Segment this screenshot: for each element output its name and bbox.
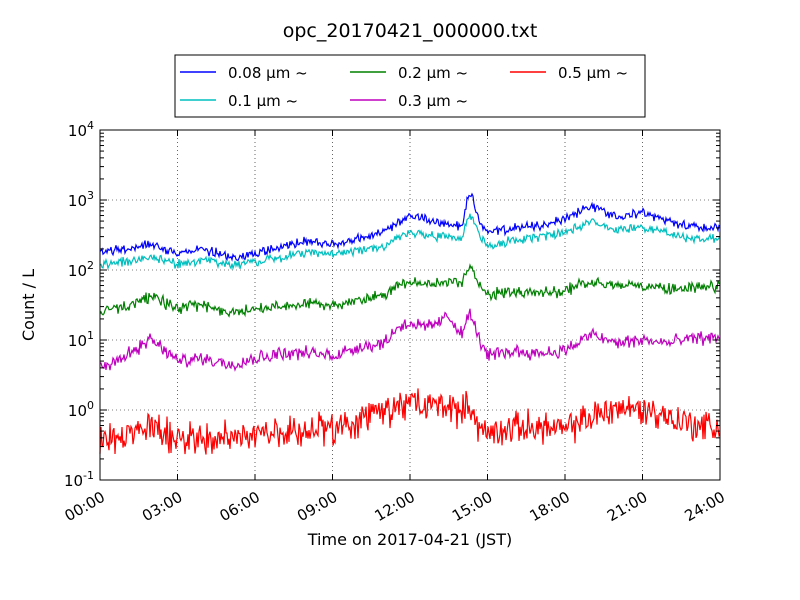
grid (100, 130, 720, 480)
y-tick-label: 104 (68, 119, 94, 140)
y-tick-label: 100 (68, 399, 94, 420)
chart-title: opc_20170421_000000.txt (283, 20, 538, 42)
y-tick-labels: 10-1 100 101 102 103 104 (64, 119, 94, 490)
y-tick-label: 10-1 (64, 469, 94, 490)
x-tick-label: 24:00 (682, 488, 728, 525)
y-tick-label: 101 (68, 329, 94, 350)
series-line (99, 192, 721, 262)
legend-box (174, 54, 646, 118)
y-tick-label: 103 (68, 189, 94, 210)
legend-label: 0.3 μm ~ (398, 92, 468, 110)
series-line (99, 213, 721, 271)
series-line (99, 263, 721, 318)
x-tick-label: 18:00 (527, 488, 573, 525)
x-axis-label: Time on 2017-04-21 (JST) (307, 530, 512, 549)
legend-label: 0.5 μm ~ (558, 64, 628, 82)
x-tick-label: 03:00 (139, 488, 185, 525)
legend-label: 0.08 μm ~ (228, 64, 308, 82)
y-tick-label: 102 (68, 259, 94, 280)
x-tick-labels: 00:00 03:00 06:00 09:00 12:00 15:00 18:00 21:00… (62, 488, 728, 525)
x-tick-label: 09:00 (294, 488, 340, 525)
x-tick-label: 00:00 (62, 488, 108, 525)
ticks (99, 129, 721, 481)
x-tick-label: 21:00 (604, 488, 650, 525)
x-tick-label: 06:00 (217, 488, 263, 525)
series-line (100, 308, 721, 372)
y-axis-label: Count / L (19, 269, 38, 341)
x-tick-label: 12:00 (372, 488, 418, 525)
legend: 0.08 μm ~ 0.1 μm ~ 0.2 μm ~ 0.3 μm ~ 0.5 μm … (174, 54, 646, 118)
x-tick-label: 15:00 (449, 488, 495, 525)
legend-label: 0.1 μm ~ (228, 92, 298, 110)
series-layer (99, 192, 721, 455)
legend-label: 0.2 μm ~ (398, 64, 468, 82)
series-line (99, 388, 721, 455)
